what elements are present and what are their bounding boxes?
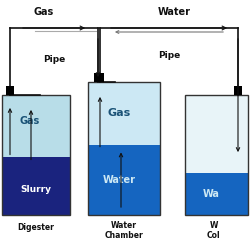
Text: Gas: Gas (108, 108, 130, 118)
Text: Pipe: Pipe (158, 50, 180, 59)
Text: Water
Chamber: Water Chamber (104, 221, 144, 240)
Bar (88, 82, 160, 144)
Text: Pipe: Pipe (43, 55, 65, 64)
Text: Gas: Gas (34, 7, 54, 17)
Text: W
Col: W Col (207, 221, 220, 240)
Bar (94, 73, 102, 82)
Text: Wa: Wa (203, 189, 220, 199)
Bar (96, 73, 104, 82)
Text: Water: Water (102, 175, 136, 185)
Bar (88, 144, 160, 215)
Bar (185, 95, 248, 173)
Bar (2, 95, 70, 158)
Bar (2, 158, 70, 215)
Bar (185, 95, 248, 215)
Bar (6, 86, 14, 95)
Bar (2, 95, 70, 215)
Text: Water: Water (158, 7, 190, 17)
Text: Slurry: Slurry (20, 185, 52, 194)
Text: Digester: Digester (18, 223, 54, 232)
Bar (234, 86, 242, 95)
Bar (185, 173, 248, 215)
Bar (88, 82, 160, 215)
Text: Gas: Gas (19, 116, 39, 126)
